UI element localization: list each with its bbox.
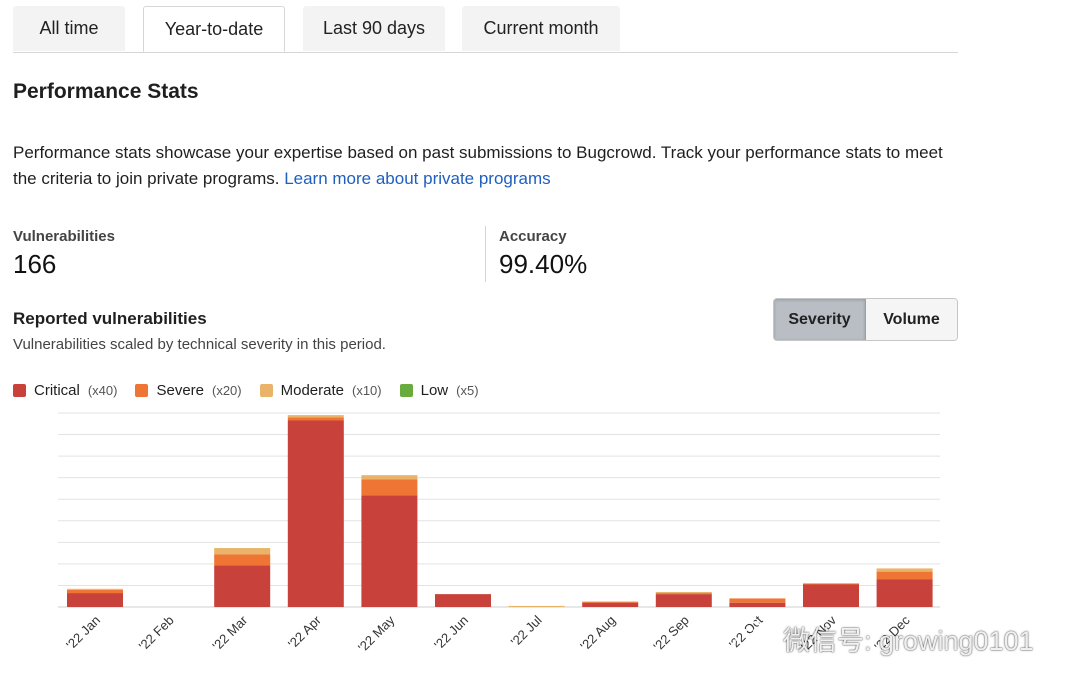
legend-moderate: Moderate (x10) <box>259 382 382 399</box>
chart-x-tick-label: '22 Sep <box>650 613 691 654</box>
reported-vulnerabilities-title: Reported vulnerabilities <box>13 309 207 328</box>
legend-low-swatch <box>399 384 413 397</box>
chart-bar-moderate <box>67 588 123 590</box>
legend-moderate-swatch <box>259 384 273 397</box>
chart-bar-severe <box>729 598 786 603</box>
chart-x-tick-label: '22 Apr <box>285 612 324 651</box>
chart-x-tick-label: '22 Jun <box>431 613 471 653</box>
vulnerabilities-bar-chart: '22 Jan '22 Feb '22 Mar '22 Apr '22 May '22 J… <box>58 412 940 655</box>
wechat-watermark: 微信号: growing0101 <box>733 618 1034 658</box>
legend-severe-swatch <box>135 384 149 397</box>
legend-severe: Severe (x20) <box>135 382 242 399</box>
chart-bar-moderate <box>361 475 418 480</box>
stats-divider <box>485 226 486 282</box>
vulnerabilities-value: 166 <box>13 249 57 279</box>
chart-x-tick-label: '22 Jan <box>63 613 103 653</box>
page-title: Performance Stats <box>13 80 199 103</box>
legend-critical-multiplier: (x40) <box>87 383 118 398</box>
chart-bar-moderate <box>876 568 933 572</box>
chart-x-tick-label: '22 Jul <box>508 612 545 649</box>
chart-bar-critical <box>582 602 639 607</box>
chart-bar-critical <box>729 602 786 607</box>
vulnerabilities-label: Vulnerabilities <box>13 228 115 245</box>
legend-critical-label: Critical <box>34 382 80 399</box>
chart-x-tick-label: '22 May <box>355 612 398 655</box>
reported-vulnerabilities-subtitle: Vulnerabilities scaled by technical seve… <box>13 336 386 353</box>
chart-bar-critical <box>361 495 418 607</box>
chart-bar-severe <box>876 571 933 580</box>
legend-low-multiplier: (x5) <box>456 383 479 398</box>
chart-bar-critical <box>876 579 933 607</box>
chart-x-tick-label: '22 Feb <box>136 613 177 654</box>
chart-bar-severe <box>361 479 418 496</box>
chart-bar-severe <box>582 601 639 603</box>
chart-bar-critical <box>655 594 712 607</box>
chart-bar-severe <box>655 593 712 595</box>
tab-all-time[interactable]: All time <box>13 6 125 51</box>
chart-bar-moderate <box>287 415 344 418</box>
legend-severe-label: Severe <box>156 382 204 399</box>
tab-year-to-date[interactable]: Year-to-date <box>143 6 285 52</box>
accuracy-label: Accuracy <box>499 228 567 245</box>
chart-bar-critical <box>67 593 123 607</box>
legend-low-label: Low <box>420 382 449 399</box>
tab-last-90-days[interactable]: Last 90 days <box>303 6 445 51</box>
chart-bar-critical <box>214 565 271 607</box>
volume-button[interactable]: Volume <box>866 299 957 340</box>
chart-legend: Critical (x40) Severe (x20) Moderate (x1… <box>13 382 479 399</box>
legend-low: Low (x5) <box>399 382 479 399</box>
chart-x-tick-label: '22 Mar <box>209 612 250 653</box>
accuracy-value: 99.40% <box>499 249 588 279</box>
chart-bar-severe <box>803 583 859 585</box>
chart-bar-moderate <box>655 591 712 594</box>
legend-severe-multiplier: (x20) <box>212 383 242 398</box>
chart-bar-critical <box>435 594 491 607</box>
description-text: Performance stats showcase your expertis… <box>13 143 943 188</box>
chart-bar-critical <box>287 420 344 607</box>
legend-moderate-label: Moderate <box>280 382 344 399</box>
watermark-text: 微信号: growing0101 <box>783 625 1034 656</box>
chart-bar-severe <box>214 554 271 566</box>
period-tabs: All time Year-to-date Last 90 days Curre… <box>13 6 958 53</box>
chart-bar-moderate <box>508 605 565 607</box>
chart-bar-severe <box>287 417 344 421</box>
chart-x-tick-label: '22 Aug <box>577 613 618 654</box>
tab-current-month[interactable]: Current month <box>462 6 620 51</box>
chart-bar-moderate <box>214 548 271 555</box>
legend-critical: Critical (x40) <box>13 382 117 399</box>
legend-critical-swatch <box>13 384 26 397</box>
severity-volume-toggle: Severity Volume <box>773 298 958 341</box>
performance-description: Performance stats showcase your expertis… <box>13 140 963 192</box>
severity-button[interactable]: Severity <box>774 299 866 340</box>
chart-bar-critical <box>803 584 859 607</box>
wechat-icon <box>734 621 775 654</box>
legend-moderate-multiplier: (x10) <box>352 383 382 398</box>
chart-bar-severe <box>67 589 123 594</box>
learn-more-link[interactable]: Learn more about private programs <box>284 169 551 188</box>
